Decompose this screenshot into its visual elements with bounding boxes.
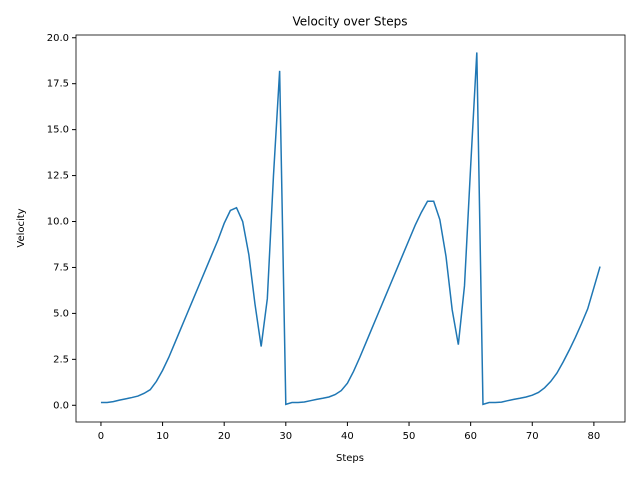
y-tick-label: 0.0 [53, 400, 69, 411]
chart-title: Velocity over Steps [292, 15, 407, 29]
plot-frame [75, 34, 626, 423]
y-tick-label: 17.5 [47, 79, 69, 90]
x-tick-label: 10 [156, 431, 169, 442]
y-tick-label: 7.5 [53, 262, 69, 273]
y-tick-label: 12.5 [47, 171, 69, 182]
x-tick-label: 60 [464, 431, 477, 442]
x-axis-label: Steps [336, 453, 364, 464]
x-tick-label: 70 [526, 431, 539, 442]
y-tick-label: 15.0 [47, 125, 69, 136]
y-tick-label: 2.5 [53, 354, 69, 365]
y-axis-label: Velocity [16, 208, 27, 247]
y-tick-label: 10.0 [47, 217, 69, 228]
x-tick-label: 0 [98, 431, 104, 442]
x-tick-label: 50 [403, 431, 416, 442]
x-tick-label: 80 [588, 431, 601, 442]
y-tick-label: 20.0 [47, 33, 69, 44]
y-tick-label: 5.0 [53, 308, 69, 319]
data-line [100, 52, 601, 406]
x-tick-label: 20 [218, 431, 231, 442]
x-tick-label: 40 [341, 431, 354, 442]
x-tick-label: 30 [279, 431, 292, 442]
